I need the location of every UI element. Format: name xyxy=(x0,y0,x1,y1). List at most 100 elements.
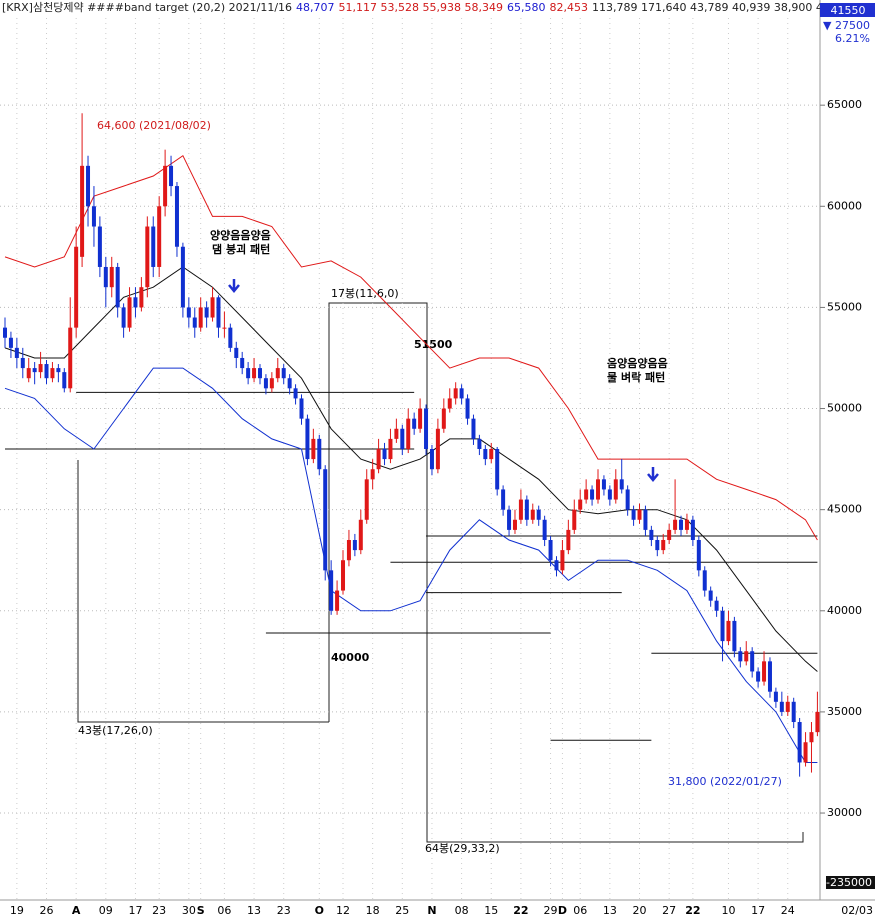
annotation: 64,600 (2021/08/02) xyxy=(97,119,211,132)
candle-body xyxy=(459,388,464,399)
candle-body xyxy=(352,540,357,551)
candle-body xyxy=(157,206,162,267)
candle-body xyxy=(216,297,221,328)
candle-body xyxy=(607,489,612,500)
candle-body xyxy=(74,246,79,328)
arrow xyxy=(228,279,240,293)
x-tick-label: 17 xyxy=(128,904,142,917)
candle-body xyxy=(115,266,120,308)
candle-body xyxy=(429,448,434,470)
candle-body xyxy=(246,368,251,379)
band-lower xyxy=(4,367,818,763)
bracket xyxy=(77,460,329,723)
candle-body xyxy=(133,297,138,308)
candle-body xyxy=(311,438,316,460)
candle-body xyxy=(447,398,452,409)
candle-body xyxy=(139,287,144,308)
candle-body xyxy=(68,327,73,389)
bottom-box xyxy=(826,876,875,889)
candle-body xyxy=(815,711,820,733)
x-tick-label: 18 xyxy=(366,904,380,917)
candle-body xyxy=(631,509,636,520)
candle-body xyxy=(596,479,600,500)
x-tick-label: 20 xyxy=(633,904,647,917)
candle-body xyxy=(8,337,13,348)
candle-body xyxy=(661,540,666,551)
candle-body xyxy=(542,519,547,540)
candle-body xyxy=(619,479,624,490)
y-tick-label: 45000 xyxy=(827,503,862,516)
x-tick-label: D xyxy=(558,904,567,917)
candle-body xyxy=(708,590,713,601)
candle-body xyxy=(14,347,19,358)
candle-body xyxy=(489,448,494,460)
x-tick-label: 10 xyxy=(721,904,735,917)
candle-body xyxy=(418,408,423,429)
candle-body xyxy=(180,246,185,308)
y-tick-label: 65000 xyxy=(827,98,862,111)
candle-body xyxy=(791,701,796,723)
candle-body xyxy=(80,165,85,257)
candle-body xyxy=(192,317,197,328)
candle-body xyxy=(281,368,286,379)
header-part: 65,580 xyxy=(507,1,546,14)
candle-body xyxy=(637,509,642,520)
annotation: 17봉(11,6,0) xyxy=(331,287,399,300)
candle-body xyxy=(673,519,678,530)
last-price: 41550 xyxy=(831,4,866,17)
x-tick-label: O xyxy=(315,904,324,917)
candle-body xyxy=(257,368,262,379)
candle-body xyxy=(56,368,61,373)
bracket xyxy=(328,302,804,843)
candle-body xyxy=(382,448,387,460)
x-tick-label: 06 xyxy=(573,904,587,917)
candle-body xyxy=(222,327,227,329)
x-tick-label: 23 xyxy=(277,904,291,917)
candle-body xyxy=(287,378,292,389)
x-tick-label: 25 xyxy=(395,904,409,917)
candle-body xyxy=(720,610,725,642)
annotation: 51500 xyxy=(414,338,453,351)
candle-body xyxy=(335,590,340,611)
candle-body xyxy=(275,368,280,379)
header-part: 48,707 xyxy=(296,1,335,14)
x-tick-label: 13 xyxy=(247,904,261,917)
candle-body xyxy=(773,691,778,702)
y-tick-label: 30000 xyxy=(827,806,862,819)
candle-body xyxy=(762,661,767,682)
annotation: 음양음양음음 xyxy=(607,356,668,370)
annotation: 64봉(29,33,2) xyxy=(425,842,500,855)
candle-body xyxy=(38,364,43,373)
candle-body xyxy=(578,499,583,510)
candle-body xyxy=(453,388,458,399)
header: [KRX]삼천당제약 ####band target (20,2) 2021/1… xyxy=(2,0,854,14)
candle-body xyxy=(44,364,49,379)
candle-body xyxy=(97,226,102,267)
candle-body xyxy=(388,438,393,460)
candle-body xyxy=(210,297,215,318)
candle-body xyxy=(32,368,37,373)
candle-body xyxy=(364,479,369,520)
candle-body xyxy=(714,600,719,611)
y-tick-label: 55000 xyxy=(827,300,862,313)
x-tick-label: 09 xyxy=(99,904,113,917)
candle-body xyxy=(554,560,559,571)
candle-body xyxy=(376,448,381,470)
candle-body xyxy=(809,732,814,743)
candle-body xyxy=(613,479,618,500)
candle-body xyxy=(738,651,743,662)
annotation: 물 벼락 패턴 xyxy=(607,370,665,384)
annotation: 40000 xyxy=(331,651,370,664)
header-part: [KRX]삼천당제약 ####band target (20,2) 2021/1… xyxy=(2,0,292,14)
candle-body xyxy=(507,509,512,530)
candle-body xyxy=(109,266,114,288)
candle-body xyxy=(483,448,488,460)
x-tick-label: 24 xyxy=(781,904,795,917)
x-tick-label: 22 xyxy=(513,904,528,917)
candle-body xyxy=(696,540,701,571)
candle-body xyxy=(163,165,168,207)
annotation: 양양음음양음 xyxy=(210,228,271,242)
candle-body xyxy=(643,509,648,530)
candle-body xyxy=(121,307,126,328)
